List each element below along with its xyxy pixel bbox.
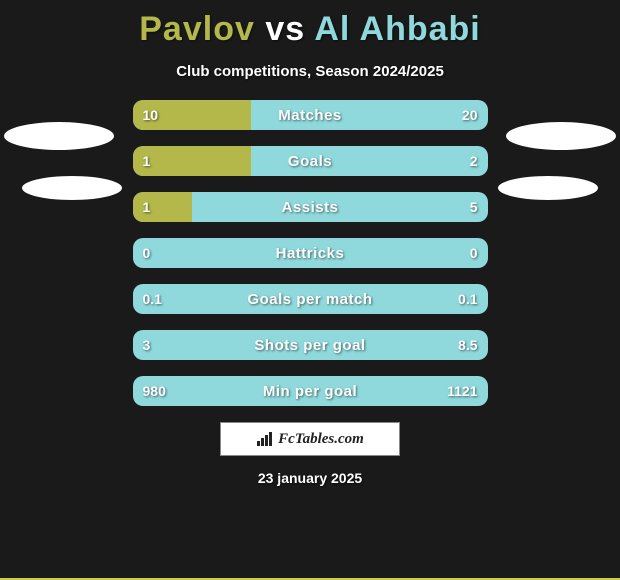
logo: FcTables.com: [220, 422, 400, 456]
stat-right-value: 5: [470, 192, 478, 222]
decor-ellipse: [498, 176, 598, 200]
stat-label: Min per goal: [133, 376, 488, 406]
stat-label: Hattricks: [133, 238, 488, 268]
stat-right-value: 0: [470, 238, 478, 268]
stat-label: Shots per goal: [133, 330, 488, 360]
decor-ellipse: [22, 176, 122, 200]
stat-bar: 1 Assists 5: [133, 192, 488, 222]
stat-bar: 10 Matches 20: [133, 100, 488, 130]
page-title: Pavlov vs Al Ahbabi: [0, 0, 620, 49]
decor-ellipse: [4, 122, 114, 150]
stat-bar: 3 Shots per goal 8.5: [133, 330, 488, 360]
chart-icon: [256, 431, 272, 447]
stat-right-value: 20: [462, 100, 478, 130]
stat-bar: 980 Min per goal 1121: [133, 376, 488, 406]
stat-bar: 0.1 Goals per match 0.1: [133, 284, 488, 314]
stat-right-value: 0.1: [458, 284, 477, 314]
logo-text: FcTables.com: [278, 431, 364, 448]
stat-bar: 1 Goals 2: [133, 146, 488, 176]
decor-ellipse: [506, 122, 616, 150]
stat-label: Goals: [133, 146, 488, 176]
stat-label: Goals per match: [133, 284, 488, 314]
stat-right-value: 8.5: [458, 330, 477, 360]
stat-right-value: 1121: [447, 376, 477, 406]
stat-label: Assists: [133, 192, 488, 222]
title-player2: Al Ahbabi: [314, 10, 480, 48]
stat-bar: 0 Hattricks 0: [133, 238, 488, 268]
stats-bars: 10 Matches 20 1 Goals 2 1 Assists 5 0 Ha…: [133, 100, 488, 406]
stat-right-value: 2: [470, 146, 478, 176]
title-vs: vs: [265, 10, 305, 48]
stat-label: Matches: [133, 100, 488, 130]
subtitle: Club competitions, Season 2024/2025: [0, 63, 620, 80]
title-player1: Pavlov: [139, 10, 255, 48]
date-text: 23 january 2025: [0, 470, 620, 486]
